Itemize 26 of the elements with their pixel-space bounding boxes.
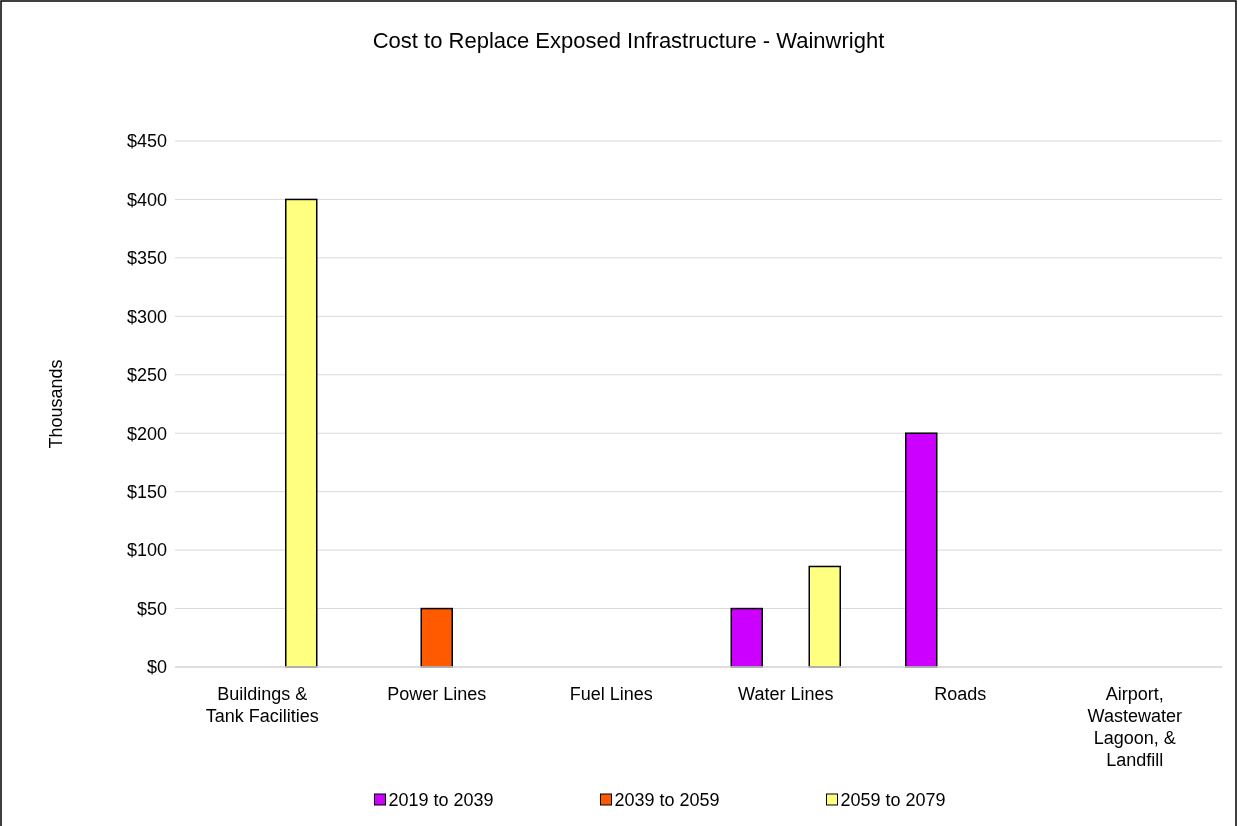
bar [285, 198, 318, 668]
x-tick-label: Fuel Lines [569, 684, 653, 704]
bar [420, 607, 453, 668]
y-tick-label: $150 [126, 481, 167, 502]
y-tick-label: $200 [126, 423, 167, 444]
y-tick-label: $100 [126, 540, 167, 561]
bar [905, 432, 938, 668]
y-tick-label: $250 [126, 365, 167, 386]
x-tick-label: Roads [934, 684, 987, 704]
chart-title: Cost to Replace Exposed Infrastructure - Wainwright [372, 28, 885, 53]
legend-label: 2039 to 2059 [614, 790, 720, 811]
bar [730, 607, 763, 668]
y-tick-label: $350 [126, 248, 167, 269]
y-tick-label: $450 [126, 131, 167, 152]
x-tick-label: Power Lines [387, 684, 487, 704]
y-tick-label: $400 [126, 189, 167, 210]
y-axis-title: Thousands [46, 359, 66, 449]
y-tick-label: $0 [146, 657, 167, 678]
x-tick-label: Buildings & Tank Facilities [205, 684, 319, 726]
y-tick-label: $300 [126, 306, 167, 327]
x-tick-label: Water Lines [738, 684, 834, 704]
legend-label: 2019 to 2039 [388, 790, 494, 811]
bar [808, 565, 841, 668]
legend-label: 2059 to 2079 [840, 790, 946, 811]
x-tick-label: Airport, Wastewater Lagoon, & Landfill [1087, 684, 1182, 770]
y-tick-label: $50 [136, 598, 167, 619]
